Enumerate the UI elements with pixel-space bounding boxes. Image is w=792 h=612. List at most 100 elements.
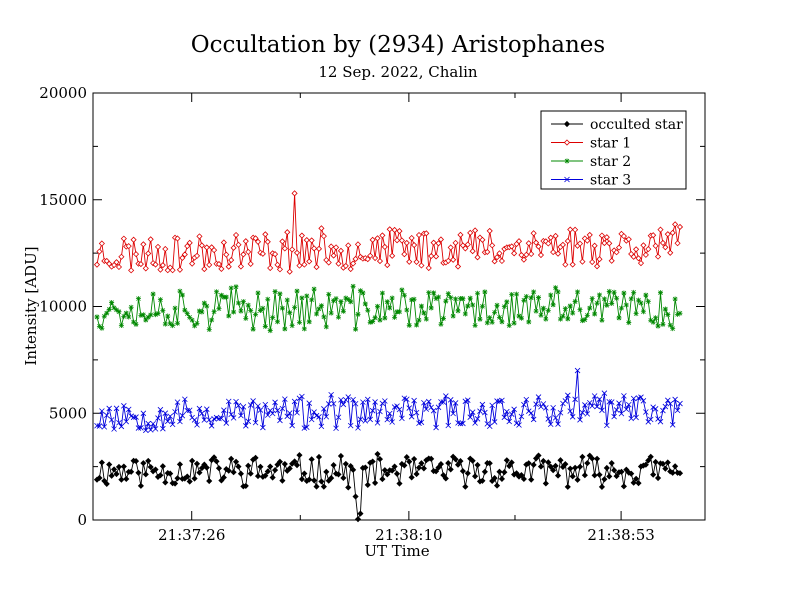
data-point <box>138 312 144 318</box>
data-point <box>613 407 620 413</box>
data-point <box>545 240 552 247</box>
data-point <box>370 319 376 325</box>
data-point <box>574 476 581 483</box>
data-point <box>525 240 532 247</box>
data-point <box>308 237 315 244</box>
data-point <box>555 289 561 295</box>
data-point <box>337 247 344 254</box>
data-point <box>321 406 327 412</box>
data-point <box>620 233 627 240</box>
data-point <box>313 483 320 490</box>
data-point <box>565 316 571 322</box>
data-point <box>477 408 483 414</box>
data-point <box>347 463 354 470</box>
data-point <box>652 242 659 249</box>
data-point <box>652 458 659 466</box>
data-point <box>111 466 118 473</box>
data-point <box>401 292 407 298</box>
data-point <box>414 322 420 328</box>
data-point <box>570 310 576 316</box>
data-point <box>276 266 284 273</box>
data-point <box>472 322 478 328</box>
data-point <box>372 479 379 486</box>
data-point <box>630 479 637 486</box>
data-point <box>440 472 447 479</box>
series-star-2 <box>94 283 683 334</box>
data-point <box>140 312 146 318</box>
data-point <box>372 399 378 405</box>
data-point <box>93 261 101 268</box>
data-point <box>96 474 103 482</box>
data-point <box>675 311 681 317</box>
data-point <box>670 326 676 332</box>
legend-marker <box>564 176 570 183</box>
data-point <box>557 409 564 416</box>
data-point <box>667 400 674 407</box>
data-point <box>513 470 520 477</box>
data-point <box>609 300 615 306</box>
data-point <box>179 292 185 298</box>
data-point <box>298 476 305 483</box>
data-point <box>650 232 657 239</box>
data-point <box>404 396 410 403</box>
data-point <box>257 407 264 413</box>
data-point <box>550 302 556 308</box>
data-point <box>665 312 671 318</box>
data-point <box>472 473 479 480</box>
data-point <box>299 295 305 301</box>
data-point <box>406 322 412 328</box>
data-point <box>208 423 215 429</box>
data-point <box>298 232 305 239</box>
data-point <box>369 236 376 243</box>
data-point <box>457 458 464 465</box>
data-point <box>218 292 224 298</box>
data-point <box>286 410 293 416</box>
data-point <box>479 401 486 408</box>
data-point <box>228 257 235 264</box>
data-point <box>318 225 325 232</box>
data-point <box>640 309 646 315</box>
data-point <box>360 399 366 405</box>
series-occulted-star <box>93 450 684 523</box>
data-point <box>257 463 264 470</box>
data-point <box>425 264 432 272</box>
data-point <box>493 254 501 261</box>
data-point <box>560 313 566 319</box>
data-point <box>252 454 259 461</box>
data-point <box>284 229 291 236</box>
data-point <box>206 477 213 485</box>
data-point <box>194 320 200 326</box>
data-point <box>98 459 105 466</box>
data-point <box>489 402 495 409</box>
data-point <box>676 223 684 231</box>
data-point <box>608 257 615 264</box>
data-point <box>176 266 184 273</box>
data-point <box>104 310 110 316</box>
data-point <box>291 190 298 197</box>
data-point <box>589 295 595 301</box>
data-point <box>147 427 154 433</box>
data-point <box>572 299 578 305</box>
data-point <box>391 226 398 234</box>
data-point <box>135 469 142 476</box>
data-point <box>264 238 271 245</box>
legend-label: star 1 <box>590 136 631 152</box>
data-point <box>623 406 630 413</box>
data-point <box>220 474 227 481</box>
data-point <box>99 325 105 331</box>
data-point <box>235 463 242 470</box>
data-point <box>608 399 615 405</box>
data-point <box>186 407 193 414</box>
data-point <box>659 460 666 467</box>
data-point <box>416 317 422 323</box>
data-point <box>518 472 525 479</box>
data-point <box>218 265 225 272</box>
data-point <box>496 250 503 257</box>
data-point <box>601 296 607 302</box>
data-point <box>528 295 534 301</box>
legend-item: occulted star <box>551 117 683 133</box>
data-point <box>386 410 393 417</box>
data-point <box>569 473 576 480</box>
y-tick-label: 10000 <box>39 298 87 316</box>
data-point <box>591 472 598 479</box>
